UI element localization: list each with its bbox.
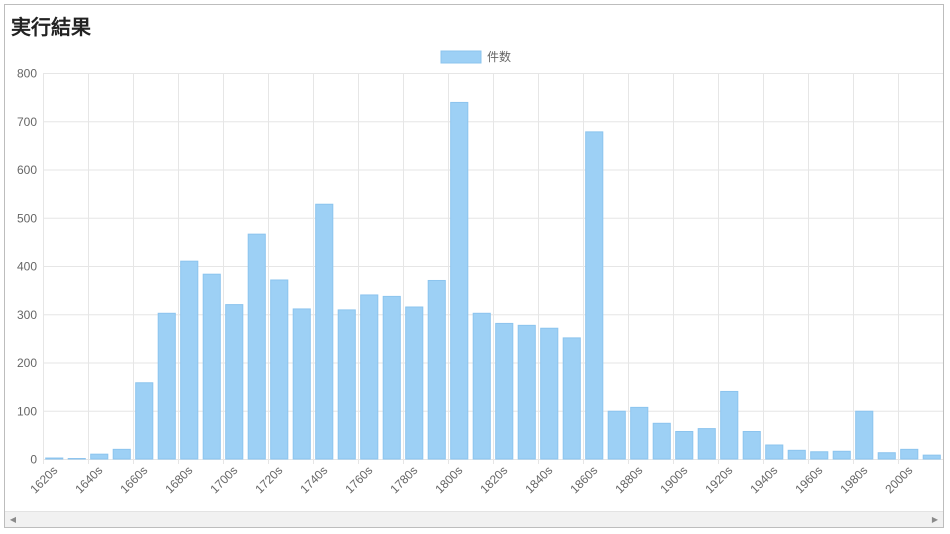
- scroll-left-icon[interactable]: ◀: [9, 515, 17, 524]
- x-tick-label: 1720s: [252, 463, 285, 496]
- bar: [585, 131, 604, 460]
- y-tick-label: 800: [17, 67, 37, 81]
- x-tick-label: 1760s: [342, 463, 375, 496]
- bar: [765, 444, 784, 460]
- result-panel: 実行結果 0 100 200 300 400 500 600 700 800 1620s 1640s…: [4, 4, 944, 528]
- x-tick-label: 1880s: [612, 463, 645, 496]
- bar: [472, 312, 491, 460]
- y-tick-label: 200: [17, 356, 37, 370]
- bar: [877, 452, 896, 460]
- y-tick-label: 300: [17, 308, 37, 322]
- horizontal-scrollbar[interactable]: ◀ ▶: [5, 511, 943, 527]
- bar: [697, 428, 716, 460]
- bar: [562, 337, 581, 460]
- bar: [247, 233, 266, 460]
- bar: [360, 294, 379, 460]
- bar: [742, 430, 761, 460]
- bar: [810, 451, 829, 460]
- x-tick-label: 1820s: [477, 463, 510, 496]
- x-tick-label: 1780s: [387, 463, 420, 496]
- legend-label: 件数: [487, 49, 511, 64]
- x-tick-label: 1840s: [522, 463, 555, 496]
- scroll-right-icon[interactable]: ▶: [931, 515, 939, 524]
- y-tick-label: 0: [30, 453, 37, 467]
- bar: [90, 453, 109, 460]
- bar: [855, 410, 874, 460]
- x-tick-label: 1620s: [27, 463, 60, 496]
- x-tick-label: 1960s: [792, 463, 825, 496]
- bar-chart: 0 100 200 300 400 500 600 700 800 1620s 1640s 1660s…: [17, 49, 943, 496]
- bar: [900, 448, 919, 460]
- y-tick-label: 400: [17, 260, 37, 274]
- bar: [292, 308, 311, 460]
- bar: [652, 422, 671, 460]
- bar: [270, 279, 289, 460]
- bar: [157, 312, 176, 460]
- bar: [112, 448, 131, 460]
- bar: [225, 304, 244, 460]
- bar: [832, 450, 851, 460]
- bar: [607, 410, 626, 460]
- bar: [337, 309, 356, 460]
- x-tick-label: 1700s: [207, 463, 240, 496]
- bar: [382, 295, 401, 460]
- bar: [405, 306, 424, 460]
- bar: [517, 324, 536, 460]
- bar: [202, 273, 221, 460]
- x-tick-label: 1640s: [72, 463, 105, 496]
- bar: [450, 101, 469, 460]
- y-tick-label: 600: [17, 163, 37, 177]
- bar: [630, 406, 649, 460]
- x-tick-label: 2000s: [882, 463, 915, 496]
- bar: [922, 454, 941, 460]
- bar: [540, 327, 559, 460]
- x-tick-label: 1680s: [162, 463, 195, 496]
- x-tick-label: 1940s: [747, 463, 780, 496]
- bar: [427, 279, 446, 460]
- bar: [495, 322, 514, 460]
- y-tick-label: 700: [17, 115, 37, 129]
- x-tick-label: 1920s: [702, 463, 735, 496]
- bar: [675, 430, 694, 460]
- x-tick-label: 1980s: [837, 463, 870, 496]
- x-tick-label: 1800s: [432, 463, 465, 496]
- x-tick-label: 1660s: [117, 463, 150, 496]
- bar: [180, 260, 199, 460]
- y-tick-label: 500: [17, 211, 37, 225]
- legend-swatch: [440, 50, 482, 64]
- bar: [45, 457, 64, 460]
- x-tick-label: 1860s: [567, 463, 600, 496]
- page-title: 実行結果: [11, 15, 91, 39]
- bar: [720, 390, 739, 460]
- y-tick-label: 100: [17, 404, 37, 418]
- bar: [135, 382, 154, 460]
- bar: [787, 449, 806, 460]
- bar: [315, 203, 334, 460]
- x-tick-label: 1900s: [657, 463, 690, 496]
- x-tick-label: 1740s: [297, 463, 330, 496]
